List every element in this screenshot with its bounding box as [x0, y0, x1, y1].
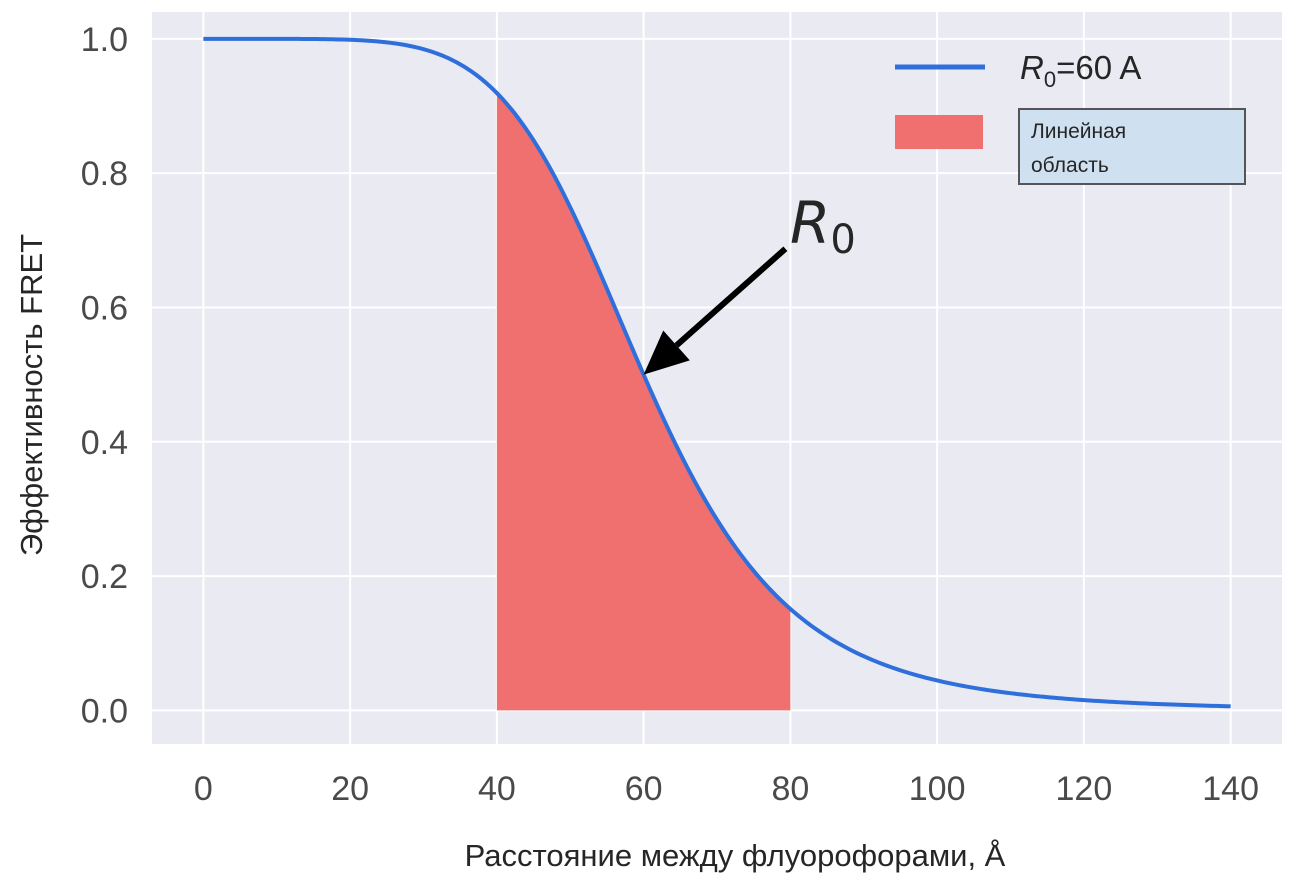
annotation-arrowhead: [643, 330, 690, 375]
legend: R0=60 A Линейная область: [895, 49, 1246, 185]
y-tick-label: 0.8: [81, 155, 128, 193]
y-tick-label: 0.4: [81, 424, 128, 462]
x-tick-label: 60: [625, 770, 663, 808]
x-tick-label: 40: [478, 770, 516, 808]
legend-fill-swatch: [895, 115, 983, 149]
legend-label-box: [1018, 108, 1246, 185]
linear-region-layer: [496, 93, 791, 711]
series-line-layer: [203, 36, 1231, 709]
y-tick-labels: 0.0 0.2 0.4 0.6 0.8 1.0: [81, 21, 128, 731]
x-axis-label: Расстояние между флуорофорами, Å: [465, 838, 1006, 873]
annotation-arrow: [674, 246, 788, 348]
legend-label-line: R0=60 A: [1020, 49, 1141, 92]
r0-annotation: R0: [643, 189, 856, 375]
y-axis-label: Эффективность FRET: [14, 234, 49, 556]
x-tick-label: 20: [331, 770, 369, 808]
fret-efficiency-line: [203, 36, 1231, 709]
y-tick-label: 0.0: [81, 692, 128, 730]
legend-label-region-2: область: [1031, 154, 1109, 177]
y-tick-label: 1.0: [81, 21, 128, 59]
y-tick-label: 0.2: [81, 558, 128, 596]
linear-region-fill: [496, 93, 791, 711]
legend-label-region-1: Линейная: [1031, 120, 1126, 143]
x-tick-label: 140: [1202, 770, 1259, 808]
annotation-label: R0: [790, 189, 856, 263]
x-tick-label: 100: [909, 770, 966, 808]
x-tick-label: 0: [194, 770, 213, 808]
x-tick-label: 80: [771, 770, 809, 808]
x-tick-label: 120: [1056, 770, 1113, 808]
x-tick-labels: 0 20 40 60 80 100 120 140: [194, 770, 1259, 808]
y-tick-label: 0.6: [81, 289, 128, 327]
